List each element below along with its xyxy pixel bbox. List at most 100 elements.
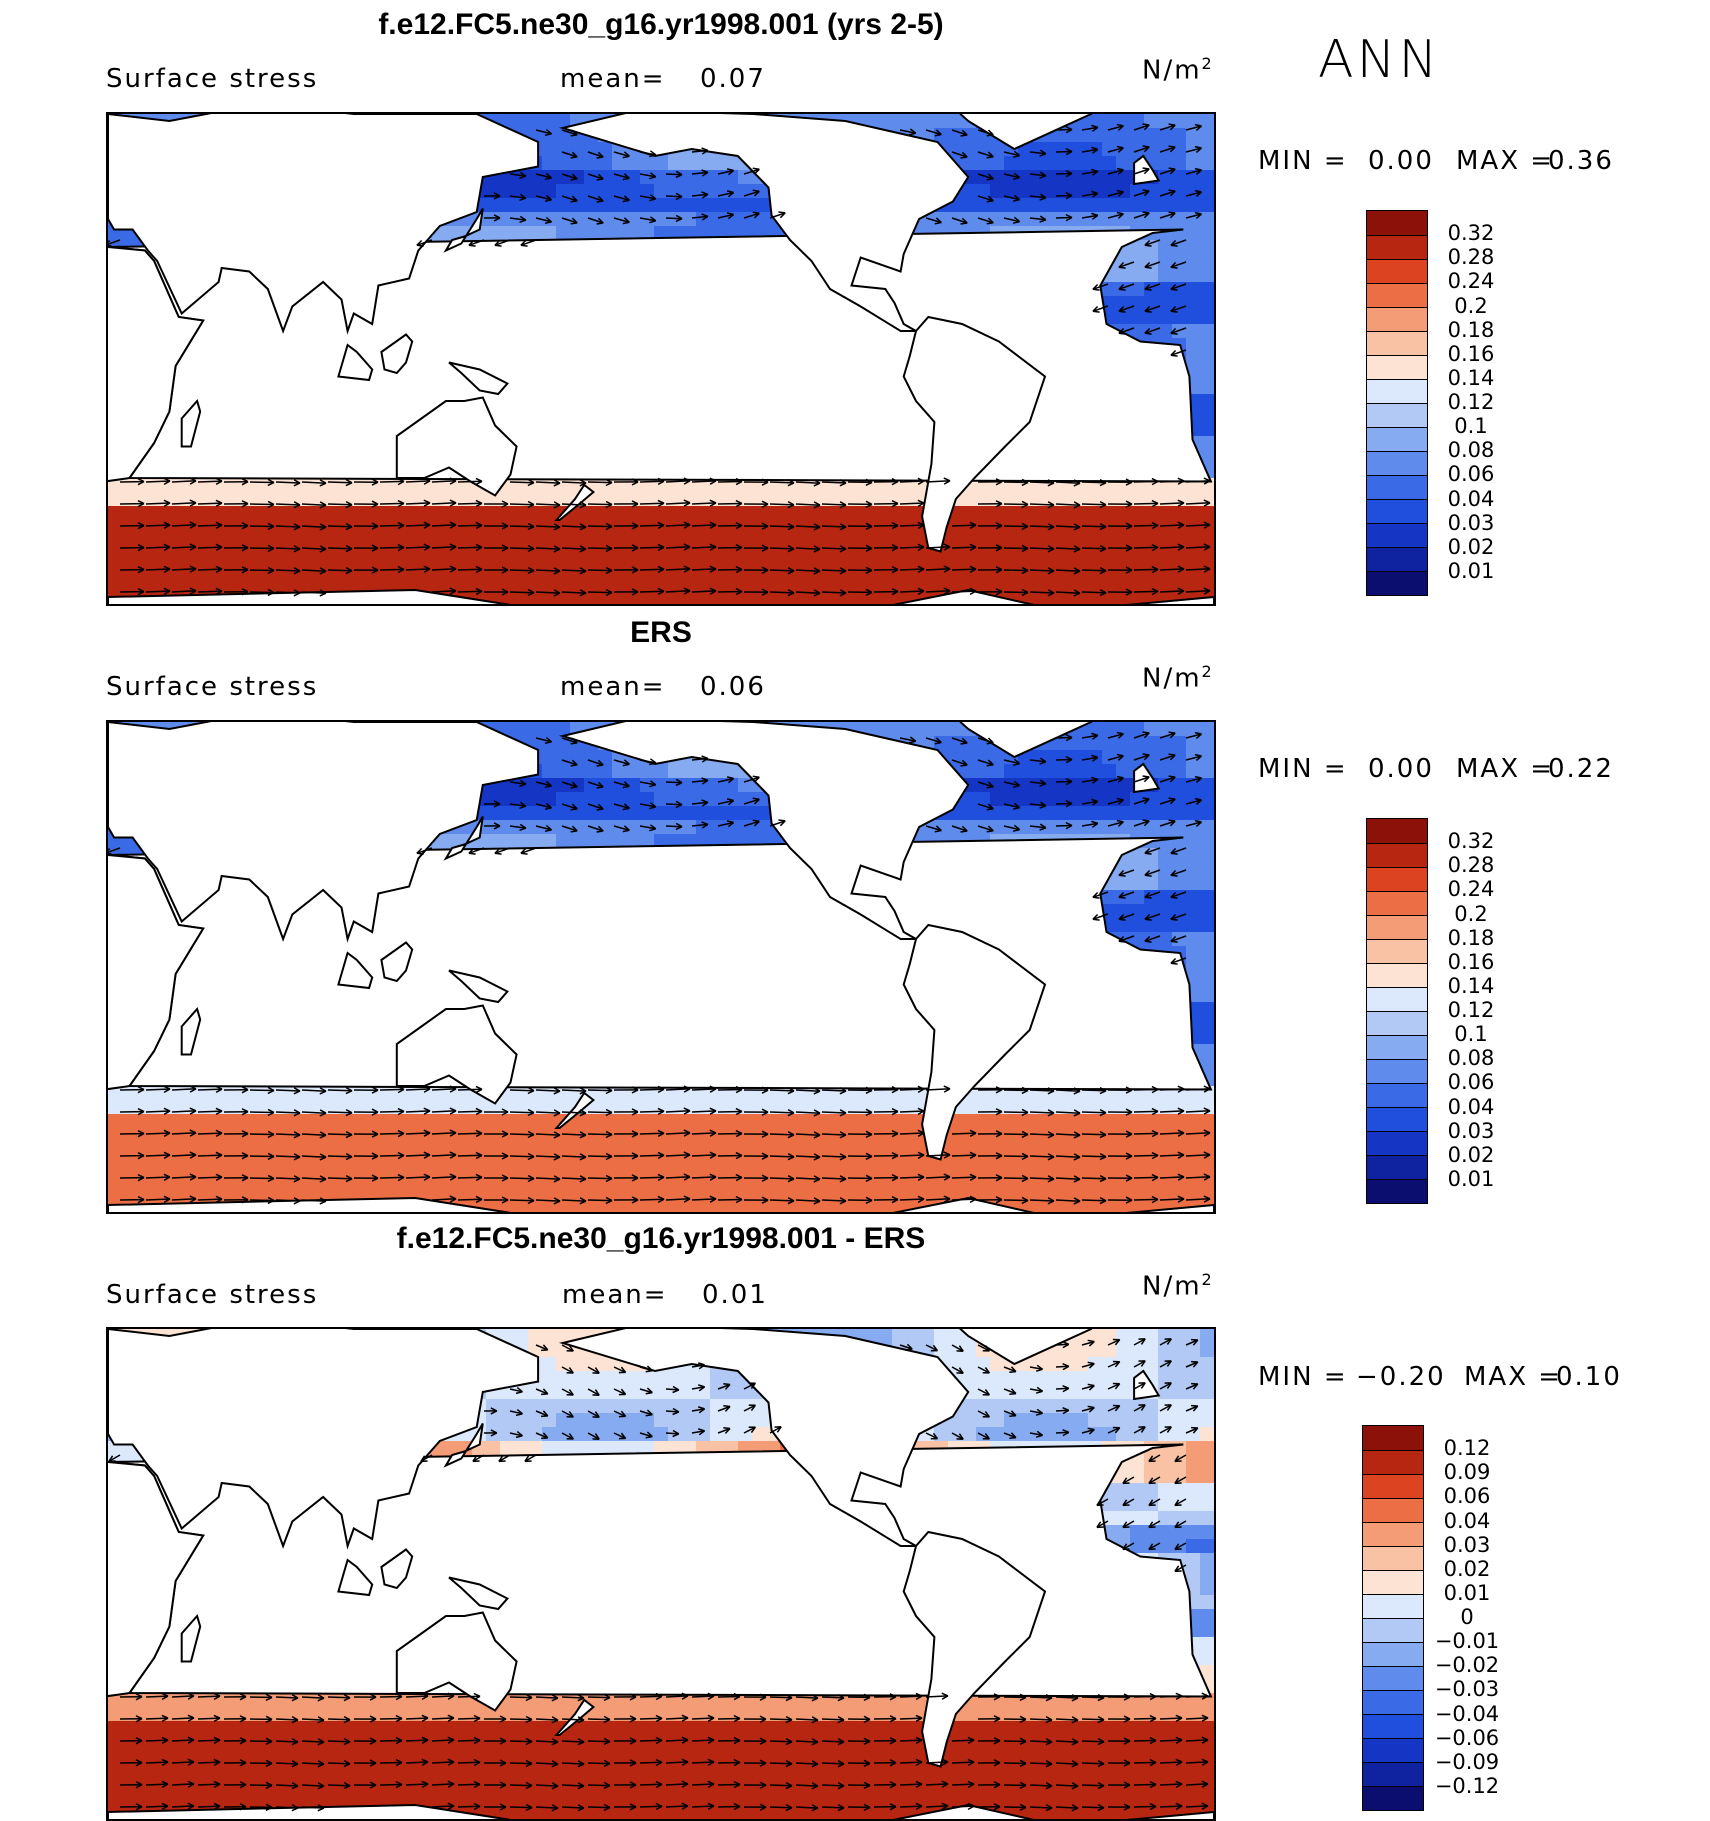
colorbar-tick-label: 0.03 bbox=[1436, 1119, 1506, 1143]
map-panel-obs bbox=[106, 720, 1216, 1214]
colorbar-swatch bbox=[1363, 1786, 1423, 1810]
colorbar-swatch bbox=[1367, 1035, 1427, 1059]
colorbar-swatch bbox=[1363, 1474, 1423, 1498]
colorbar-tick-label: 0.24 bbox=[1436, 877, 1506, 901]
colorbar-swatch bbox=[1363, 1690, 1423, 1714]
mean-value: 0.07 bbox=[700, 64, 766, 94]
colorbar-swatch bbox=[1367, 819, 1427, 843]
min-value: 0.00 bbox=[1368, 754, 1434, 784]
colorbar-swatch bbox=[1367, 211, 1427, 235]
units-label: N/m2 bbox=[1142, 54, 1214, 86]
colorbar-tick-label: −0.06 bbox=[1432, 1726, 1502, 1750]
colorbar-swatch bbox=[1367, 963, 1427, 987]
colorbar-tick-label: 0.04 bbox=[1436, 1095, 1506, 1119]
colorbar-swatch bbox=[1367, 355, 1427, 379]
max-value: 0.22 bbox=[1548, 754, 1614, 784]
colorbar-tick-label: 0.16 bbox=[1436, 342, 1506, 366]
colorbar-tick-label: 0.24 bbox=[1436, 269, 1506, 293]
colorbar-tick-label: 0.04 bbox=[1436, 487, 1506, 511]
colorbar-tick-label: 0.14 bbox=[1436, 366, 1506, 390]
colorbar-swatch bbox=[1367, 1083, 1427, 1107]
colorbar-tick-label: 0.01 bbox=[1432, 1581, 1502, 1605]
colorbar-swatch bbox=[1367, 523, 1427, 547]
colorbar-swatch bbox=[1363, 1738, 1423, 1762]
colorbar-swatch bbox=[1367, 891, 1427, 915]
colorbar-tick-label: 0.09 bbox=[1432, 1460, 1502, 1484]
colorbar-tick-label: −0.02 bbox=[1432, 1653, 1502, 1677]
colorbar-swatch bbox=[1367, 499, 1427, 523]
colorbar-swatch bbox=[1367, 403, 1427, 427]
colorbar-swatch bbox=[1367, 843, 1427, 867]
colorbar-tick-label: 0.18 bbox=[1436, 926, 1506, 950]
colorbar bbox=[1362, 1425, 1424, 1811]
panel-title: f.e12.FC5.ne30_g16.yr1998.001 - ERS bbox=[106, 1222, 1216, 1256]
colorbar-swatch bbox=[1363, 1762, 1423, 1786]
colorbar-tick-label: 0.06 bbox=[1432, 1484, 1502, 1508]
colorbar-tick-label: −0.01 bbox=[1432, 1629, 1502, 1653]
colorbar-tick-label: 0 bbox=[1432, 1605, 1502, 1629]
colorbar-tick-label: 0.02 bbox=[1436, 1143, 1506, 1167]
colorbar-tick-label: 0.01 bbox=[1436, 559, 1506, 583]
colorbar-tick-label: 0.18 bbox=[1436, 318, 1506, 342]
colorbar-swatch bbox=[1367, 307, 1427, 331]
colorbar-tick-label: 0.32 bbox=[1436, 221, 1506, 245]
colorbar-tick-label: 0.04 bbox=[1432, 1509, 1502, 1533]
mean-value: 0.01 bbox=[702, 1280, 768, 1310]
min-value: −0.20 bbox=[1356, 1362, 1446, 1392]
colorbar-swatch bbox=[1367, 283, 1427, 307]
colorbar-swatch bbox=[1367, 939, 1427, 963]
colorbar-swatch bbox=[1363, 1546, 1423, 1570]
colorbar-swatch bbox=[1367, 1131, 1427, 1155]
colorbar-tick-label: 0.03 bbox=[1436, 511, 1506, 535]
colorbar-swatch bbox=[1367, 1155, 1427, 1179]
mean-label: mean= bbox=[560, 64, 666, 94]
colorbar-tick-label: 0.12 bbox=[1432, 1436, 1502, 1460]
mean-label: mean= bbox=[560, 672, 666, 702]
colorbar-swatch bbox=[1363, 1618, 1423, 1642]
colorbar-swatch bbox=[1367, 259, 1427, 283]
colorbar-swatch bbox=[1367, 451, 1427, 475]
colorbar-swatch bbox=[1367, 475, 1427, 499]
colorbar-tick-label: −0.12 bbox=[1432, 1774, 1502, 1798]
colorbar-tick-label: 0.06 bbox=[1436, 1070, 1506, 1094]
colorbar-tick-label: 0.02 bbox=[1436, 535, 1506, 559]
colorbar-swatch bbox=[1367, 1179, 1427, 1203]
colorbar-tick-label: 0.01 bbox=[1436, 1167, 1506, 1191]
colorbar-tick-label: 0.14 bbox=[1436, 974, 1506, 998]
colorbar-swatch bbox=[1367, 235, 1427, 259]
colorbar-swatch bbox=[1363, 1426, 1423, 1450]
colorbar-swatch bbox=[1363, 1594, 1423, 1618]
colorbar-swatch bbox=[1363, 1666, 1423, 1690]
colorbar-swatch bbox=[1367, 379, 1427, 403]
colorbar bbox=[1366, 210, 1428, 596]
colorbar-swatch bbox=[1367, 867, 1427, 891]
colorbar-tick-label: 0.12 bbox=[1436, 998, 1506, 1022]
variable-label: Surface stress bbox=[106, 672, 318, 702]
mean-label: mean= bbox=[562, 1280, 668, 1310]
colorbar-tick-label: 0.08 bbox=[1436, 1046, 1506, 1070]
colorbar-tick-label: 0.06 bbox=[1436, 462, 1506, 486]
colorbar-tick-label: 0.1 bbox=[1436, 414, 1506, 438]
variable-label: Surface stress bbox=[106, 1280, 318, 1310]
colorbar-swatch bbox=[1367, 571, 1427, 595]
max-value: 0.36 bbox=[1548, 146, 1614, 176]
colorbar-tick-label: 0.12 bbox=[1436, 390, 1506, 414]
units-label: N/m2 bbox=[1142, 662, 1214, 694]
min-label: MIN = bbox=[1258, 1362, 1348, 1392]
colorbar-tick-label: 0.32 bbox=[1436, 829, 1506, 853]
colorbar-swatch bbox=[1363, 1714, 1423, 1738]
colorbar-tick-label: 0.02 bbox=[1432, 1557, 1502, 1581]
max-value: 0.10 bbox=[1556, 1362, 1622, 1392]
colorbar-tick-label: 0.2 bbox=[1436, 294, 1506, 318]
colorbar-swatch bbox=[1367, 1059, 1427, 1083]
colorbar-swatch bbox=[1363, 1498, 1423, 1522]
units-label: N/m2 bbox=[1142, 1270, 1214, 1302]
panel-title: ERS bbox=[106, 616, 1216, 650]
variable-label: Surface stress bbox=[106, 64, 318, 94]
min-value: 0.00 bbox=[1368, 146, 1434, 176]
map-panel-diff bbox=[106, 1327, 1216, 1821]
colorbar-tick-label: −0.03 bbox=[1432, 1677, 1502, 1701]
colorbar-tick-label: 0.08 bbox=[1436, 438, 1506, 462]
colorbar-tick-label: 0.28 bbox=[1436, 245, 1506, 269]
panel-title: f.e12.FC5.ne30_g16.yr1998.001 (yrs 2-5) bbox=[106, 8, 1216, 42]
